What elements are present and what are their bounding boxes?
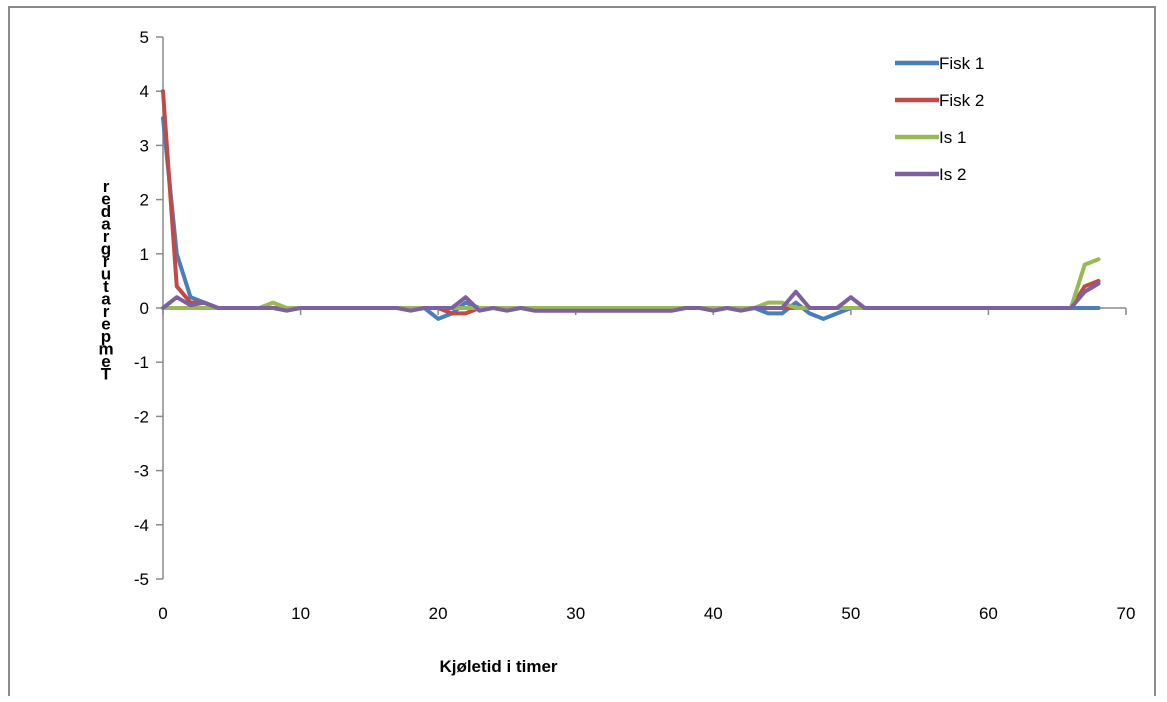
legend: Fisk 1 Fisk 2 Is 1 Is 2 bbox=[895, 54, 984, 184]
legend-label: Is 2 bbox=[939, 165, 966, 184]
y-tick-label: -1 bbox=[134, 353, 149, 372]
series-line-fisk-1 bbox=[161, 116, 1101, 321]
legend-label: Fisk 1 bbox=[939, 54, 984, 73]
y-tick-label: -2 bbox=[134, 407, 149, 426]
y-axis-title-char: m bbox=[98, 340, 113, 359]
y-tick-label: -4 bbox=[134, 516, 149, 535]
x-tick-label: 40 bbox=[704, 604, 723, 623]
y-tick-label: 5 bbox=[140, 28, 149, 47]
y-axis-ticks: 5 4 3 2 1 0 -1 -2 -3 -4 -5 bbox=[134, 28, 163, 589]
x-axis-ticks: 0 10 20 30 40 50 60 70 bbox=[158, 308, 1135, 623]
x-tick-label: 60 bbox=[979, 604, 998, 623]
y-axis-title-char: a bbox=[101, 215, 111, 234]
series-line-fisk-2 bbox=[161, 89, 1101, 316]
legend-label: Fisk 2 bbox=[939, 91, 984, 110]
y-axis-title-char: r bbox=[103, 252, 110, 271]
x-tick-label: 0 bbox=[158, 604, 167, 623]
y-tick-label: 0 bbox=[140, 299, 149, 318]
y-axis-title-char: T bbox=[101, 365, 112, 384]
y-axis-title-char: d bbox=[101, 202, 111, 221]
y-axis-title-char: u bbox=[101, 265, 111, 284]
series-line-is-1 bbox=[161, 257, 1101, 310]
series-layer bbox=[161, 89, 1101, 321]
x-tick-label: 20 bbox=[429, 604, 448, 623]
y-axis-title-char: r bbox=[103, 227, 110, 246]
y-tick-label: 4 bbox=[140, 82, 149, 101]
y-axis-title-char: e bbox=[101, 315, 110, 334]
x-tick-label: 50 bbox=[841, 604, 860, 623]
y-axis-title-char: e bbox=[101, 352, 110, 371]
y-axis-title-char: p bbox=[101, 327, 111, 346]
y-axis-title-char: a bbox=[101, 290, 111, 309]
y-tick-label: 1 bbox=[140, 245, 149, 264]
y-axis-title-char: r bbox=[103, 302, 110, 321]
x-tick-label: 10 bbox=[291, 604, 310, 623]
y-tick-label: 3 bbox=[140, 136, 149, 155]
x-tick-label: 30 bbox=[566, 604, 585, 623]
series-line-is-2 bbox=[161, 281, 1101, 313]
x-axis-title: Kjøletid i timer bbox=[439, 657, 557, 676]
y-axis-title-char: g bbox=[101, 240, 111, 259]
legend-label: Is 1 bbox=[939, 128, 966, 147]
y-axis-title-char: t bbox=[103, 277, 109, 296]
y-tick-label: -3 bbox=[134, 462, 149, 481]
y-axis-title-char: r bbox=[103, 177, 110, 196]
x-tick-label: 70 bbox=[1117, 604, 1136, 623]
y-axis-title-char: e bbox=[101, 190, 110, 209]
y-tick-label: -5 bbox=[134, 570, 149, 589]
y-tick-label: 2 bbox=[140, 191, 149, 210]
